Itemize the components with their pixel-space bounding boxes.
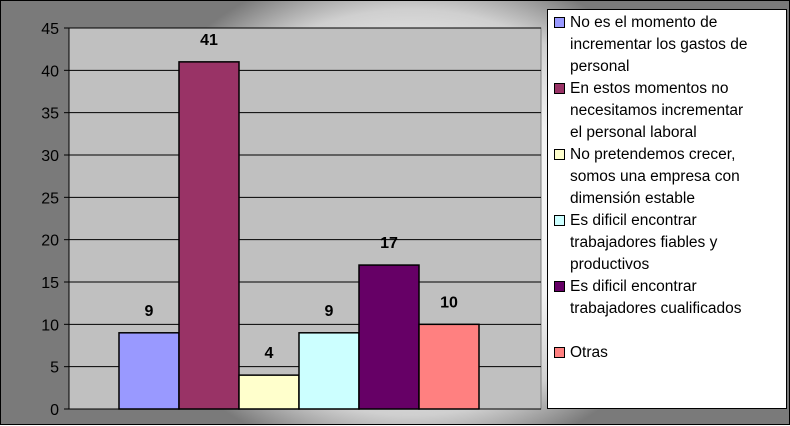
legend-label: Es dificil encontrar trabajadores cualifi… [570, 276, 788, 320]
y-tick-label: 20 [41, 233, 59, 250]
data-label: 10 [440, 294, 458, 311]
legend-label-line: No es el momento de [570, 14, 718, 31]
data-label: 9 [145, 303, 154, 320]
legend-label: No es el momento de incrementar los gasto… [570, 12, 788, 78]
bar [118, 332, 180, 410]
legend-swatch [554, 215, 565, 226]
bar [238, 374, 300, 410]
y-tick-label: 25 [41, 190, 59, 207]
legend-swatch [554, 149, 565, 160]
legend-label: En estos momentos no necesitamos incremen… [570, 78, 788, 144]
legend-label: No pretendemos crecer, somos una empresa … [570, 144, 788, 210]
legend-label-line: productivos [570, 256, 650, 273]
legend-label-line: No pretendemos crecer, [570, 146, 736, 163]
legend-label-line: somos una empresa con [570, 168, 740, 185]
data-label: 41 [200, 32, 218, 49]
data-label: 9 [325, 303, 334, 320]
y-tick-label: 35 [41, 106, 59, 123]
y-tick-label: 15 [41, 275, 59, 292]
legend-swatch [554, 83, 565, 94]
legend-label-line: Es dificil encontrar [570, 278, 697, 295]
legend-label: Otras [570, 342, 788, 364]
y-tick-label: 30 [41, 148, 59, 165]
y-tick-label: 40 [41, 63, 59, 80]
y-tick-label: 45 [41, 21, 59, 38]
legend-label-line: incrementar los gastos de [570, 36, 748, 53]
bar [418, 323, 480, 410]
legend-label-line: personal [570, 58, 630, 75]
legend-label-line: Es dificil encontrar [570, 212, 697, 229]
legend-label-line: necesitamos incrementar [570, 102, 744, 119]
legend-label-line: En estos momentos no [570, 80, 729, 97]
data-label: 17 [380, 235, 398, 252]
bar [178, 61, 240, 410]
bar [358, 264, 420, 410]
y-tick-label: 5 [50, 360, 59, 377]
y-tick-label: 0 [50, 402, 59, 419]
data-label: 4 [265, 345, 274, 362]
legend-label-line: trabajadores fiables y [570, 234, 718, 251]
legend-label-line: el personal laboral [570, 124, 697, 141]
legend-label-line: dimensión estable [570, 190, 695, 207]
legend-label-line: Otras [570, 344, 608, 361]
legend-swatch [554, 17, 565, 28]
bar [298, 332, 360, 410]
y-tick-label: 10 [41, 317, 59, 334]
legend-swatch [554, 347, 565, 358]
legend-label-line: trabajadores cualificados [570, 300, 742, 317]
legend-label: Es dificil encontrar trabajadores fiables… [570, 210, 788, 276]
chart-legend: No es el momento de incrementar los gasto… [547, 9, 787, 409]
legend-swatch [554, 281, 565, 292]
